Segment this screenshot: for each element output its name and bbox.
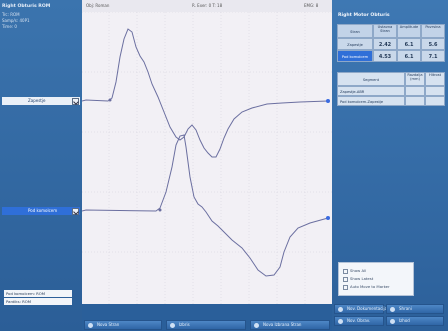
option-auto-move[interactable]: Auto Move to Marker [343, 284, 390, 290]
table2-cell [425, 96, 445, 106]
table1-cell: 2.42 [373, 38, 397, 50]
table1-cell: 5.6 [421, 38, 445, 50]
table1-header-2: Amplitude [397, 24, 421, 38]
field-pardiks[interactable]: Pardiks: ROM [4, 298, 72, 305]
table1-cell: 6.1 [397, 50, 421, 62]
trace-label-pod-komolcem[interactable]: Pod komolcem [2, 207, 80, 215]
table2-cell [405, 86, 425, 96]
exit-button[interactable]: Izhod [386, 316, 444, 326]
table2-header-0: Segment [337, 72, 405, 86]
waveform-svg[interactable] [82, 12, 332, 304]
segment-table: Segment Razdalja (mm) Hitrost Zapestje-A… [337, 72, 448, 112]
trace-handle-zapestje[interactable] [72, 98, 79, 105]
table2-row[interactable]: Zapestje-ABR [337, 86, 405, 96]
table1-row-name[interactable]: Zapestje [337, 38, 373, 50]
marker-zapestje-start[interactable] [108, 98, 112, 102]
page-icon [88, 323, 93, 328]
study-title: Right Obturis ROM [2, 4, 51, 9]
trace-zapestje [82, 28, 329, 158]
marker-zapestje-end[interactable] [326, 99, 330, 103]
results-title: Right Motor Obturis [338, 13, 390, 18]
graph-header-left: Obj: Roman [86, 3, 110, 8]
left-info-panel: Right Obturis ROM Trc: ROM Samp/s: 40P1 … [0, 0, 82, 331]
table1-header-1: Ustavna Stran [373, 24, 397, 38]
waveform-graph[interactable] [72, 12, 332, 304]
save-button[interactable]: Shrani [386, 304, 444, 314]
trace-pod-komolcem [82, 134, 329, 277]
option-show-all[interactable]: Show All [343, 268, 366, 274]
grid-lines [82, 12, 332, 304]
display-options-box: Show All Show Latest Auto Move to Marker [338, 262, 414, 296]
graph-header: Obj: Roman R. Exer: 0 T: 18 EMG: 8 [82, 0, 332, 12]
trace-label-zapestje[interactable]: Zapestje [2, 97, 80, 105]
info-line-1: Trc: ROM [2, 12, 20, 17]
table2-cell [425, 86, 445, 96]
exit-icon [390, 319, 395, 324]
marker-pod-komolcem-end[interactable] [326, 216, 330, 220]
table1-cell: 4.53 [373, 50, 397, 62]
table2-header-1: Razdalja (mm) [405, 72, 425, 86]
table2-row[interactable]: Pod komolcem-Zapestje [337, 96, 405, 106]
exam-icon [338, 319, 343, 324]
new-doc-button[interactable]: Nov. Dokumentacija [334, 304, 387, 314]
save-icon [390, 307, 395, 312]
table2-header-2: Hitrost [425, 72, 445, 86]
page-select-icon [254, 323, 259, 328]
table1-cell: 7.1 [421, 50, 445, 62]
marker-pod-komolcem-start[interactable] [158, 208, 162, 212]
info-line-3: Time: 0 [2, 24, 17, 29]
field-pod-komolcem[interactable]: Pod komolcem: ROM [4, 290, 72, 297]
table2-cell [405, 96, 425, 106]
option-show-latest[interactable]: Show Latest [343, 276, 373, 282]
table1-row-name-selected[interactable]: Pod komolcem [337, 50, 373, 62]
graph-header-right: EMG: 8 [304, 3, 319, 8]
delete-icon [170, 323, 175, 328]
latency-table: Stran Ustavna Stran Amplitude Povrsina Z… [337, 24, 448, 64]
new-selected-page-button[interactable]: Nova Izbrana Stran [250, 320, 330, 330]
info-line-2: Samp/s: 40P1 [2, 18, 30, 23]
table1-header-3: Povrsina [421, 24, 445, 38]
delete-button[interactable]: Izbris [166, 320, 246, 330]
doc-icon [338, 307, 343, 312]
table1-header-0: Stran [337, 24, 373, 38]
table1-cell: 6.1 [397, 38, 421, 50]
new-page-button[interactable]: Nova Stran [84, 320, 162, 330]
trace-handle-pod-komolcem[interactable] [72, 208, 79, 215]
graph-header-center: R. Exer: 0 T: 18 [192, 3, 223, 8]
new-exam-button[interactable]: Nov. Obrav. [334, 316, 384, 326]
